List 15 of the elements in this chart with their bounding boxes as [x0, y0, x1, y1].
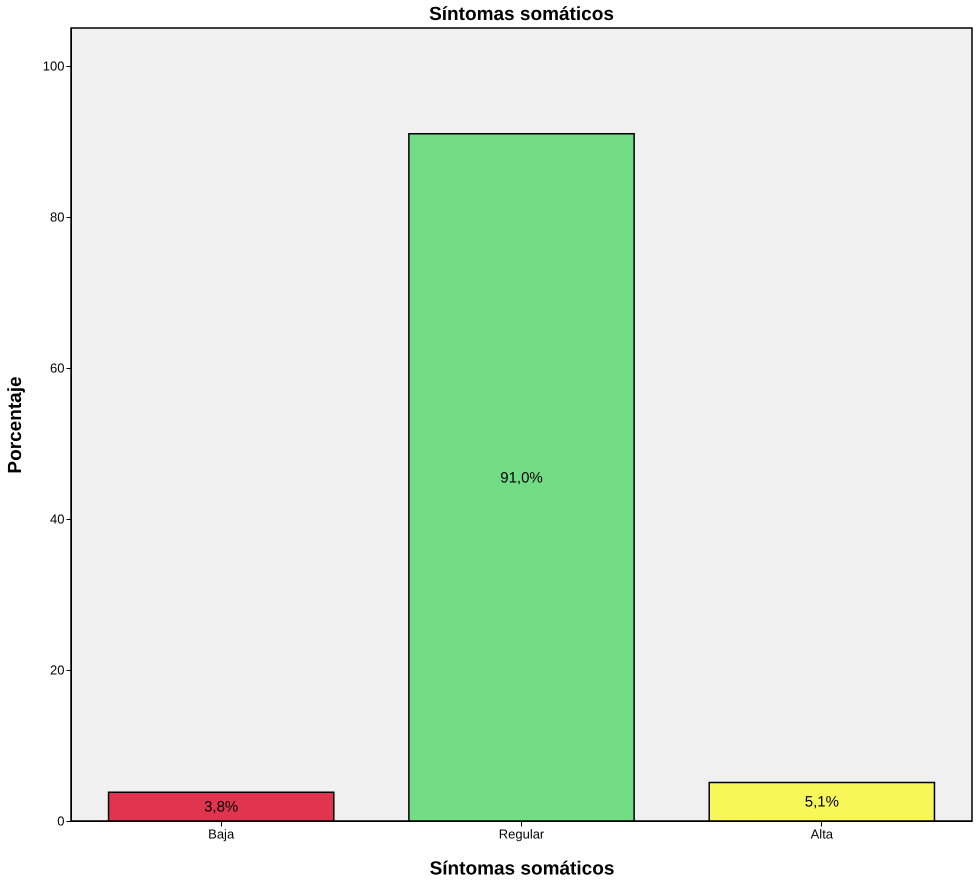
x-tick-label: Baja: [208, 826, 235, 842]
x-tick-label: Alta: [810, 826, 834, 842]
chart-title: Síntomas somáticos: [429, 4, 614, 25]
x-axis-title: Síntomas somáticos: [430, 858, 614, 880]
y-tick-label: 100: [42, 58, 64, 74]
data-label: 5,1%: [804, 794, 839, 811]
y-axis-title: Porcentaje: [4, 376, 26, 474]
x-tick-label: Regular: [498, 826, 545, 842]
y-tick-label: 80: [50, 209, 64, 224]
data-label: 3,8%: [204, 798, 238, 816]
y-tick-label: 40: [50, 511, 64, 526]
y-tick-label: 60: [50, 360, 64, 376]
data-label: 91,0%: [500, 469, 543, 486]
y-tick-label: 0: [57, 814, 64, 828]
y-tick-label: 20: [50, 662, 64, 678]
